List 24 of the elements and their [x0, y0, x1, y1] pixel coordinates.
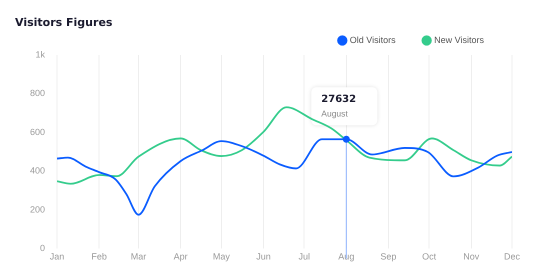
annotation: August — [321, 108, 348, 119]
y-tick-label: 600 — [30, 126, 46, 137]
x-tick-label: Aug — [338, 251, 354, 262]
y-tick-label: 400 — [30, 166, 46, 176]
x-tick-label: Jul — [298, 251, 310, 262]
x-tick-label: Oct — [422, 251, 437, 262]
x-tick-label: Feb — [91, 251, 107, 262]
x-tick-label: Sep — [380, 251, 396, 262]
x-tick-label: Jun — [256, 251, 271, 262]
x-tick-label: Mar — [130, 251, 146, 262]
annotation: 27632 — [321, 94, 356, 105]
x-tick-label: Apr — [174, 251, 188, 262]
legend-label: Old Visitors — [350, 34, 396, 45]
y-tick-label: 1k — [36, 49, 46, 60]
x-tick-label: Nov — [463, 251, 480, 262]
x-tick-label: Dec — [504, 251, 520, 262]
x-tick-label: Jan — [50, 251, 64, 262]
y-tick-label: 800 — [30, 88, 46, 98]
chart-title: Visitors Figures — [15, 16, 112, 29]
y-tick-label: 0 — [40, 243, 46, 254]
y-tick-label: 200 — [30, 204, 46, 214]
legend-label: New Visitors — [434, 34, 484, 45]
line-series — [57, 106, 512, 185]
x-tick-label: May — [212, 251, 230, 262]
